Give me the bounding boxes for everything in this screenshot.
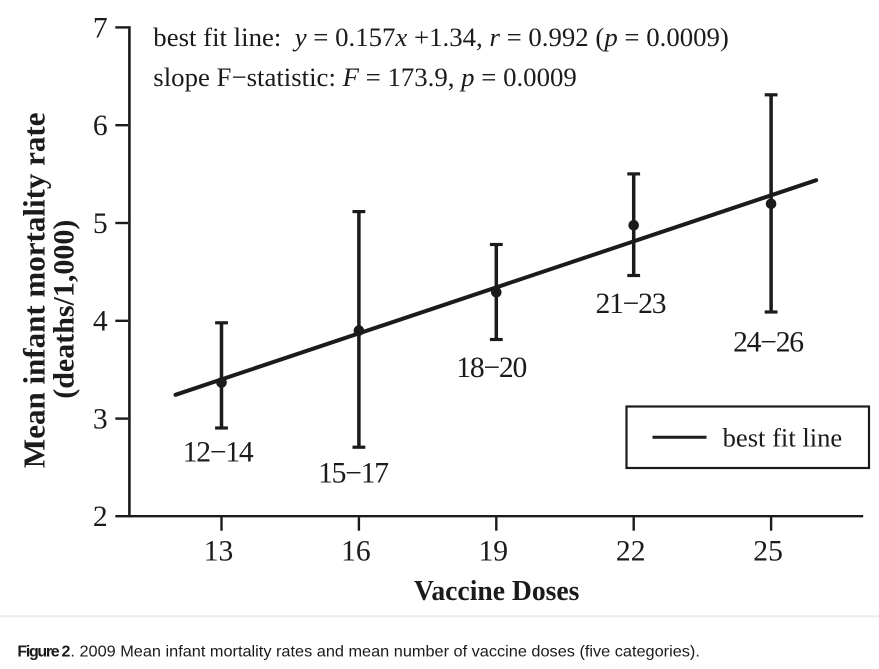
svg-text:19: 19 [479, 535, 509, 567]
svg-text:24−26: 24−26 [733, 327, 804, 359]
svg-text:Mean infant mortality rate: Mean infant mortality rate [17, 113, 52, 469]
svg-text:25: 25 [753, 535, 783, 567]
svg-text:. 2009 Mean infant mortality r: . 2009 Mean infant mortality rates and m… [70, 643, 700, 660]
svg-text:12−14: 12−14 [183, 437, 254, 469]
svg-text:(deaths/1,000): (deaths/1,000) [48, 220, 81, 399]
svg-text:best fit line: y = 0.157x +1.: best fit line: y = 0.157x +1.34, r = 0.9… [153, 22, 729, 52]
svg-text:13: 13 [204, 535, 234, 567]
svg-text:3: 3 [93, 404, 108, 436]
svg-text:Vaccine Doses: Vaccine Doses [414, 576, 580, 607]
svg-text:18−20: 18−20 [456, 352, 527, 384]
svg-text:15−17: 15−17 [318, 458, 389, 490]
svg-text:best fit line: best fit line [723, 423, 843, 453]
svg-text:7: 7 [93, 12, 108, 44]
svg-text:21−23: 21−23 [596, 288, 667, 320]
svg-text:2: 2 [93, 501, 108, 533]
svg-text:4: 4 [93, 306, 108, 338]
svg-text:Figure 2: Figure 2 [17, 643, 70, 660]
svg-text:6: 6 [93, 110, 108, 142]
svg-text:16: 16 [341, 535, 371, 567]
svg-text:slope F−statistic: F = 173.9,: slope F−statistic: F = 173.9, p = 0.0009 [153, 62, 576, 92]
svg-text:5: 5 [93, 208, 108, 240]
svg-text:22: 22 [616, 535, 646, 567]
